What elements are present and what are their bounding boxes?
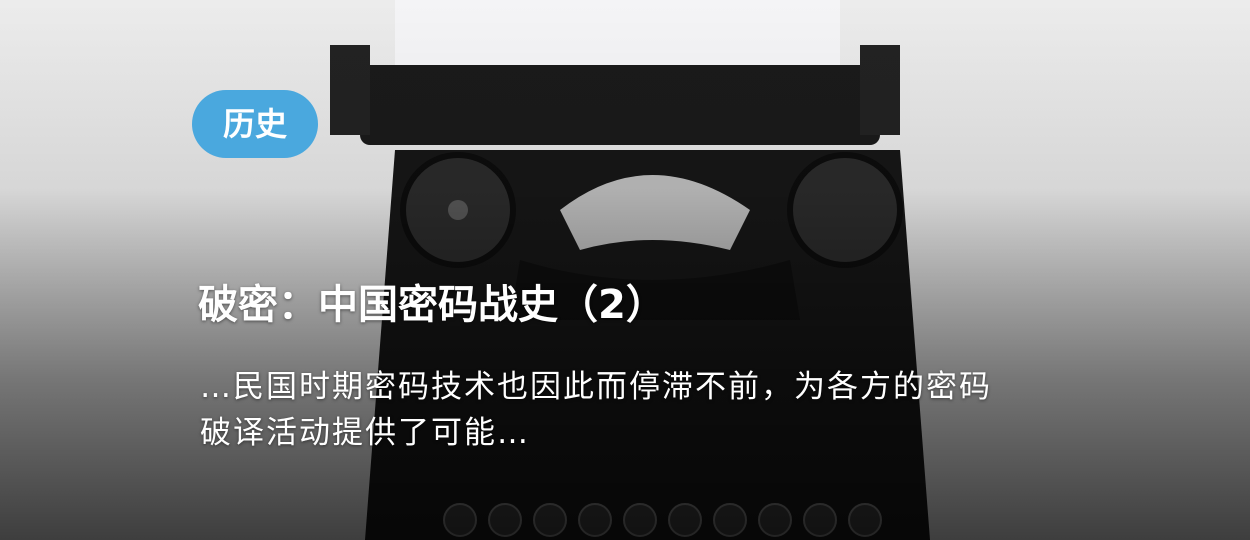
- article-excerpt: …民国时期密码技术也因此而停滞不前，为各方的密码 破译活动提供了可能…: [200, 364, 992, 456]
- article-title[interactable]: 破密：中国密码战史（2）: [198, 282, 666, 328]
- excerpt-line: …民国时期密码技术也因此而停滞不前，为各方的密码: [200, 369, 992, 405]
- category-tag[interactable]: 历史: [192, 90, 318, 158]
- excerpt-line: 破译活动提供了可能…: [200, 415, 530, 451]
